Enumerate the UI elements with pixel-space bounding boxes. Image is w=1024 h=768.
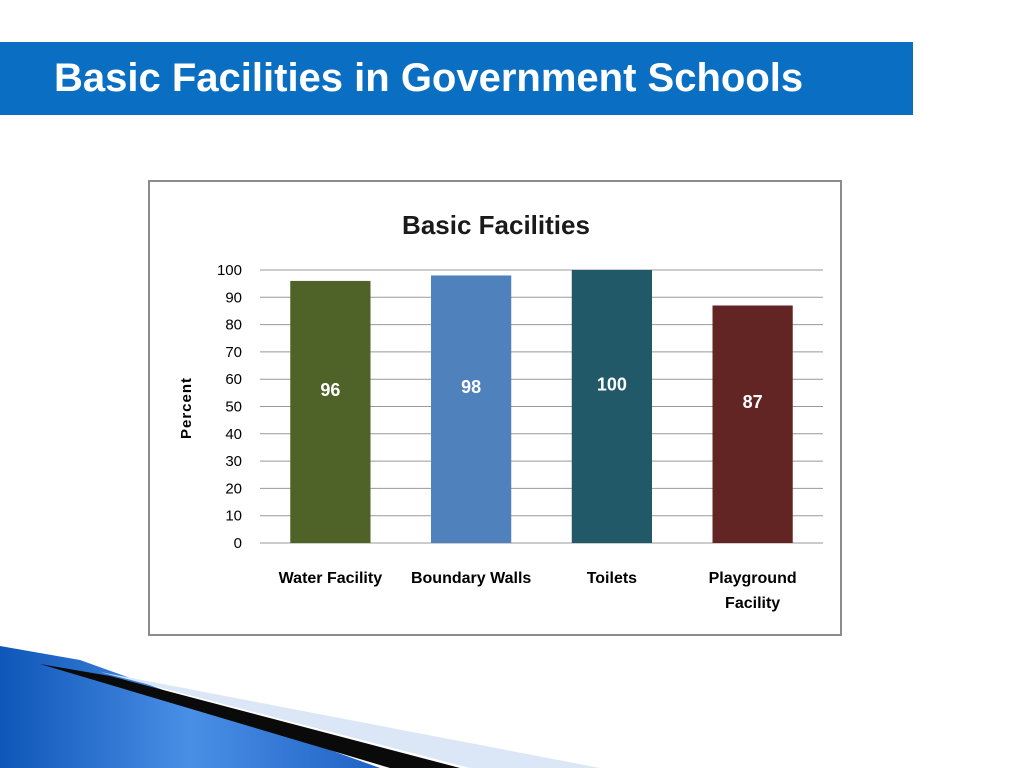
- data-labels: 96 98 100 87: [320, 375, 762, 413]
- bar-1: [431, 275, 512, 543]
- data-label: 96: [320, 380, 340, 400]
- y-tick-label: 80: [225, 317, 242, 334]
- y-tick-label: 60: [225, 371, 242, 388]
- x-tick-label: Boundary Walls: [411, 570, 531, 587]
- y-tick-label: 10: [225, 508, 242, 525]
- y-tick-label: 0: [234, 535, 242, 552]
- y-tick-label: 100: [217, 262, 242, 279]
- bar-0: [290, 280, 371, 543]
- y-tick-label: 50: [225, 399, 242, 416]
- data-label: 98: [461, 377, 481, 397]
- y-tick-label: 90: [225, 289, 242, 306]
- x-tick-label: Water Facility: [279, 570, 383, 587]
- y-tick-labels: 0 10 20 30 40 50 60 70 80 90 100: [217, 262, 242, 552]
- data-label: 87: [743, 392, 763, 412]
- y-tick-label: 40: [225, 426, 242, 443]
- data-label: 100: [597, 375, 627, 395]
- title-bar: [0, 42, 913, 115]
- bar-2: [571, 270, 652, 543]
- slide-title: Basic Facilities in Government Schools: [54, 56, 804, 100]
- chart-frame: 96 98 100 87 0 10 20 30 40 50 60 70 80 90 100 Water F…: [148, 180, 842, 636]
- y-tick-label: 20: [225, 480, 242, 497]
- decorative-swoosh: [0, 646, 600, 768]
- bar-chart: 96 98 100 87 0 10 20 30 40 50 60 70 80 90 100 Water F…: [178, 210, 823, 612]
- y-tick-label: 70: [225, 344, 242, 361]
- y-axis-label: Percent: [178, 377, 195, 439]
- x-tick-labels: Water Facility Boundary Walls Toilets Playg…: [279, 570, 797, 612]
- chart-title: Basic Facilities: [402, 210, 590, 240]
- bar-3: [712, 305, 793, 543]
- bars: [290, 270, 793, 543]
- y-tick-label: 30: [225, 453, 242, 470]
- x-tick-label: Toilets: [587, 570, 637, 587]
- x-tick-label: Facility: [725, 595, 780, 612]
- x-tick-label: Playground: [709, 570, 797, 587]
